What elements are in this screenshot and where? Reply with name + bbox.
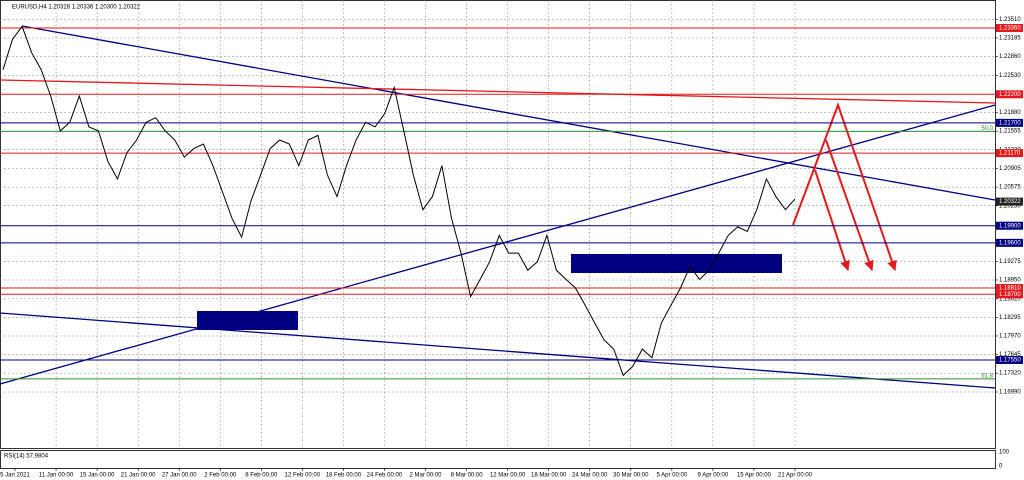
level-label: 1.19900 xyxy=(999,223,1021,229)
level-tag xyxy=(996,118,1023,127)
price-label: 1.20322 xyxy=(999,199,1021,205)
level-tag xyxy=(996,284,1023,292)
level-tag xyxy=(996,24,1023,32)
trendline xyxy=(0,312,996,389)
x-tick-label: 8 Feb 00:00 xyxy=(245,473,278,479)
x-tick-label: 11 Jan 00:00 xyxy=(39,473,74,479)
y-tick-label: 1.22860 xyxy=(999,54,1021,60)
y-tick-label: 1.18620 xyxy=(999,296,1021,302)
y-tick-label: 1.17320 xyxy=(999,371,1021,377)
x-tick-label: 9 Apr 00:00 xyxy=(698,473,729,479)
level-label: 1.23360 xyxy=(999,26,1021,32)
x-tick-label: 27 Jan 00:00 xyxy=(162,473,197,479)
level-label: 1.18700 xyxy=(999,292,1021,298)
indicator-label: RSI(14) 57.9804 xyxy=(4,454,49,460)
x-tick-label: 24 Feb 00:00 xyxy=(367,473,403,479)
trendlines xyxy=(0,25,996,389)
y-tick-label: 1.16990 xyxy=(999,390,1021,396)
level-label: 61.8 xyxy=(981,373,993,379)
level-label: 1.21700 xyxy=(999,120,1021,126)
trendline xyxy=(21,25,996,201)
plot-frame xyxy=(0,0,996,449)
y-tick-label: 1.17645 xyxy=(999,352,1021,358)
zone xyxy=(197,311,298,330)
x-tick-label: 18 Feb 00:00 xyxy=(326,473,362,479)
x-tick-label: 18 Mar 00:00 xyxy=(531,473,567,479)
y-tick-label: 1.18950 xyxy=(999,278,1021,284)
level-tag xyxy=(996,221,1023,230)
x-tick-label: 2 Mar 00:00 xyxy=(410,473,443,479)
y-tick-label: 1.17970 xyxy=(999,334,1021,340)
arrow xyxy=(792,102,897,271)
trendline xyxy=(0,79,996,104)
arrow xyxy=(814,169,850,271)
rsi-frame xyxy=(0,450,996,469)
level-tag xyxy=(996,149,1023,158)
level-label: 50.0 xyxy=(981,126,993,132)
x-tick-label: 5 Apr 00:00 xyxy=(656,473,687,479)
y-tick-label: 1.20250 xyxy=(999,203,1021,209)
arrow xyxy=(825,139,874,271)
x-tick-label: 12 Feb 00:00 xyxy=(285,473,321,479)
y-tick-label: 1.18295 xyxy=(999,315,1021,321)
zone xyxy=(571,254,782,273)
level-tag xyxy=(996,356,1023,364)
arrows xyxy=(792,102,897,271)
y-tick-label: 1.20905 xyxy=(999,166,1021,172)
x-tick-label: 24 Mar 00:00 xyxy=(572,473,608,479)
y-tick-label: 1.22530 xyxy=(999,73,1021,79)
level-tag xyxy=(996,90,1023,99)
x-tick-label: 21 Apr 00:00 xyxy=(778,473,813,479)
level-label: 1.19600 xyxy=(999,240,1021,246)
y-tick-label: 1.19275 xyxy=(999,259,1021,265)
level-tag xyxy=(996,290,1023,299)
y-tick-label: 1.21880 xyxy=(999,110,1021,116)
y-tick-label: 1.23185 xyxy=(999,36,1021,42)
x-tick-label: 8 Mar 00:00 xyxy=(451,473,484,479)
level-tag xyxy=(996,238,1023,247)
price-tag xyxy=(996,197,1023,206)
x-tick-label: 5 Jan 2021 xyxy=(0,473,30,479)
trendline xyxy=(0,104,996,385)
chart-title: EURUSD,H4 1.20328 1.20336 1.20300 1.2032… xyxy=(12,5,141,11)
level-label: 1.17550 xyxy=(999,358,1021,364)
level-label: 1.21170 xyxy=(999,151,1021,157)
price-line xyxy=(2,25,796,377)
rsi-tick-label: 100 xyxy=(999,450,1010,456)
rsi-tick-label: 0 xyxy=(999,464,1003,470)
x-tick-label: 30 Mar 00:00 xyxy=(613,473,649,479)
level-label: 1.18810 xyxy=(999,286,1021,292)
y-tick-label: 1.23510 xyxy=(999,17,1021,23)
x-tick-label: 21 Jan 00:00 xyxy=(121,473,156,479)
y-tick-label: 1.21555 xyxy=(999,129,1021,135)
y-tick-label: 1.20575 xyxy=(999,185,1021,191)
x-tick-label: 2 Feb 00:00 xyxy=(204,473,237,479)
x-tick-label: 15 Apr 00:00 xyxy=(737,473,772,479)
level-label: 1.22200 xyxy=(999,92,1021,98)
x-tick-label: 12 Mar 00:00 xyxy=(490,473,526,479)
x-tick-label: 15 Jan 00:00 xyxy=(80,473,115,479)
